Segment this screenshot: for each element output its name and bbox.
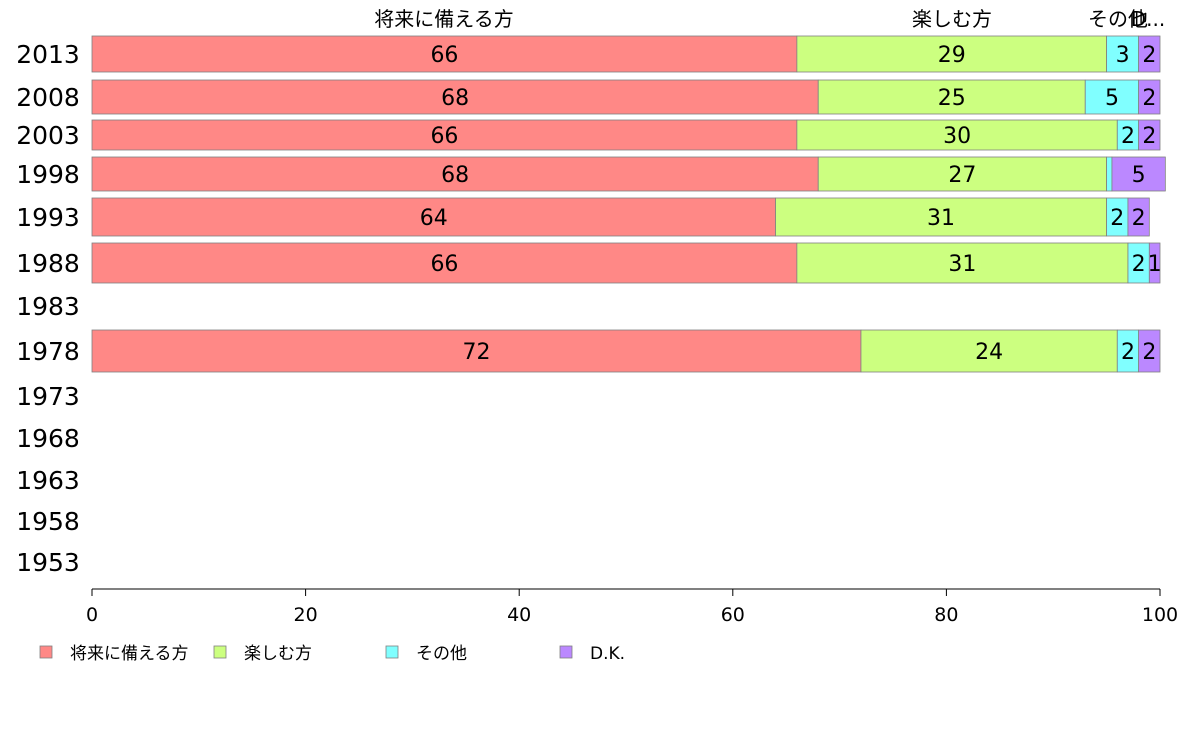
category-label: 2008 — [16, 83, 80, 112]
data-label: 31 — [927, 206, 955, 231]
x-tick-label: 0 — [86, 604, 98, 626]
bar-segment — [1138, 329, 1161, 373]
bar-segment — [796, 119, 1118, 151]
data-label: 2 — [1121, 340, 1135, 365]
data-label: 2 — [1142, 340, 1156, 365]
legend-swatch — [39, 645, 53, 659]
category-label: 1973 — [16, 382, 80, 411]
data-label: 68 — [441, 163, 469, 188]
bar-segment — [1084, 79, 1140, 115]
data-label: 2 — [1142, 124, 1156, 149]
x-tick-label: 40 — [507, 604, 531, 626]
x-tick-label: 20 — [294, 604, 318, 626]
category-label: 1963 — [16, 466, 80, 495]
bar-segment — [1138, 79, 1161, 115]
series-header-label: 将来に備える方 — [374, 7, 513, 31]
bar-segment — [1138, 35, 1161, 73]
bar-segment — [91, 156, 819, 192]
category-label: 2003 — [16, 121, 80, 150]
legend: 将来に備える方 楽しむ方 その他 D.K. — [39, 644, 625, 664]
data-label: 68 — [441, 86, 469, 111]
data-label: 2 — [1132, 252, 1146, 277]
bar-segment — [796, 35, 1108, 73]
data-label: 66 — [430, 43, 458, 68]
category-label: 1988 — [16, 249, 80, 278]
bar-segment — [775, 197, 1108, 237]
bar-segment — [1106, 35, 1140, 73]
data-label: 2 — [1142, 43, 1156, 68]
bar-segment — [1111, 156, 1166, 192]
data-label: 2 — [1132, 206, 1146, 231]
data-label: 2 — [1110, 206, 1124, 231]
data-label: 5 — [1132, 163, 1146, 188]
data-label: 72 — [462, 340, 490, 365]
data-label: 27 — [948, 163, 976, 188]
category-label: 1983 — [16, 292, 80, 321]
data-label: 64 — [420, 206, 448, 231]
data-label: 30 — [943, 124, 971, 149]
data-label: 2 — [1121, 124, 1135, 149]
data-label: 2 — [1142, 86, 1156, 111]
bar-segment — [1106, 156, 1113, 192]
category-label: 1953 — [16, 548, 80, 577]
data-label: 31 — [948, 252, 976, 277]
series-header-label: その他 — [1088, 7, 1148, 31]
legend-swatch — [559, 645, 573, 659]
bar-segment — [91, 197, 776, 237]
legend-swatch — [385, 645, 399, 659]
data-label: 3 — [1116, 43, 1130, 68]
x-tick-label: 60 — [721, 604, 745, 626]
category-label: 1993 — [16, 203, 80, 232]
x-axis: 0 20 40 60 80 100 — [86, 588, 1178, 626]
bar-segment — [1127, 197, 1150, 237]
legend-swatch — [213, 645, 227, 659]
bar-segment — [1148, 242, 1161, 284]
category-label: 1958 — [16, 507, 80, 536]
legend-label: 将来に備える方 — [70, 644, 189, 664]
series-header-labels: 将来に備える方 楽しむ方 その他D... — [374, 7, 1165, 31]
category-label: 1998 — [16, 160, 80, 189]
series-header-label: 楽しむ方 — [912, 7, 992, 31]
bar-segment — [91, 242, 798, 284]
bar-segment — [91, 79, 819, 115]
category-label: 1968 — [16, 424, 80, 453]
data-label: 5 — [1105, 86, 1119, 111]
x-tick-label: 80 — [934, 604, 958, 626]
bars: 66 29 3 268 25 5 266 30 2 268 27 564 31 2 266 31 2 172 24 2… — [91, 35, 1166, 373]
data-label: 66 — [430, 124, 458, 149]
data-label: 24 — [975, 340, 1003, 365]
category-label: 2013 — [16, 40, 80, 69]
bar-segment — [817, 156, 1107, 192]
category-label: 1978 — [16, 337, 80, 366]
bar-segment — [860, 329, 1118, 373]
legend-label: 楽しむ方 — [244, 644, 312, 664]
legend-label: その他 — [416, 644, 467, 664]
bar-segment — [817, 79, 1086, 115]
data-label: 66 — [430, 252, 458, 277]
data-label: 29 — [938, 43, 966, 68]
bar-segment — [796, 242, 1129, 284]
data-label: 25 — [938, 86, 966, 111]
bar-segment — [91, 35, 798, 73]
x-tick-label: 100 — [1142, 604, 1178, 626]
legend-label: D.K. — [590, 644, 625, 664]
data-label: 1 — [1148, 252, 1162, 277]
series-header-label: D... — [1131, 7, 1165, 31]
bar-segment — [91, 329, 862, 373]
bar-segment — [1138, 119, 1161, 151]
bar-segment — [91, 119, 798, 151]
category-labels: 2013 2008 2003 1998 1993 1988 1983 1978 1973 1968… — [16, 40, 80, 577]
